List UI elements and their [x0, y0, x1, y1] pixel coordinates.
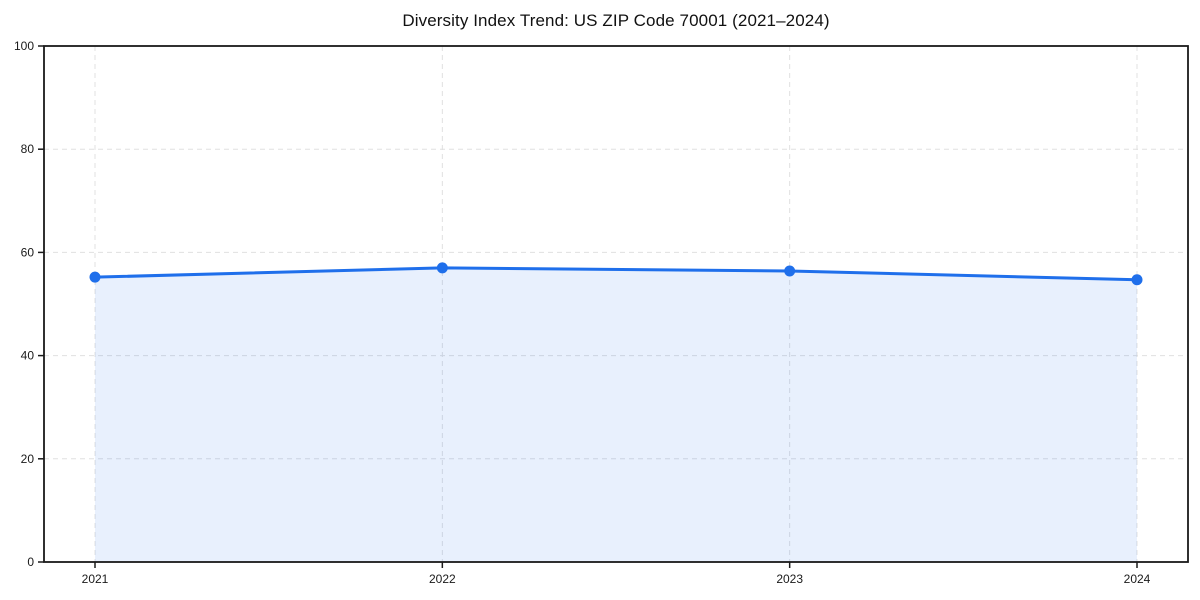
plot-frame	[43, 45, 1189, 563]
data-point-marker	[1131, 274, 1143, 286]
x-tick-label: 2021	[82, 572, 109, 586]
x-tick-label: 2023	[776, 572, 803, 586]
y-tick-label: 0	[27, 555, 34, 569]
y-tick-label: 20	[21, 452, 35, 466]
area-fill	[95, 267, 1137, 562]
y-tick-label: 40	[21, 349, 35, 363]
x-tick-label: 2024	[1124, 572, 1151, 586]
y-tick-label: 80	[21, 142, 35, 156]
x-tick-label: 2022	[429, 572, 456, 586]
data-point-marker	[436, 262, 448, 274]
data-point-marker	[89, 271, 101, 283]
y-tick-label: 60	[21, 245, 35, 259]
data-point-marker	[784, 265, 796, 277]
trend-line	[93, 266, 1139, 282]
chart-title: Diversity Index Trend: US ZIP Code 70001…	[402, 11, 830, 30]
y-tick-label: 100	[14, 39, 34, 53]
